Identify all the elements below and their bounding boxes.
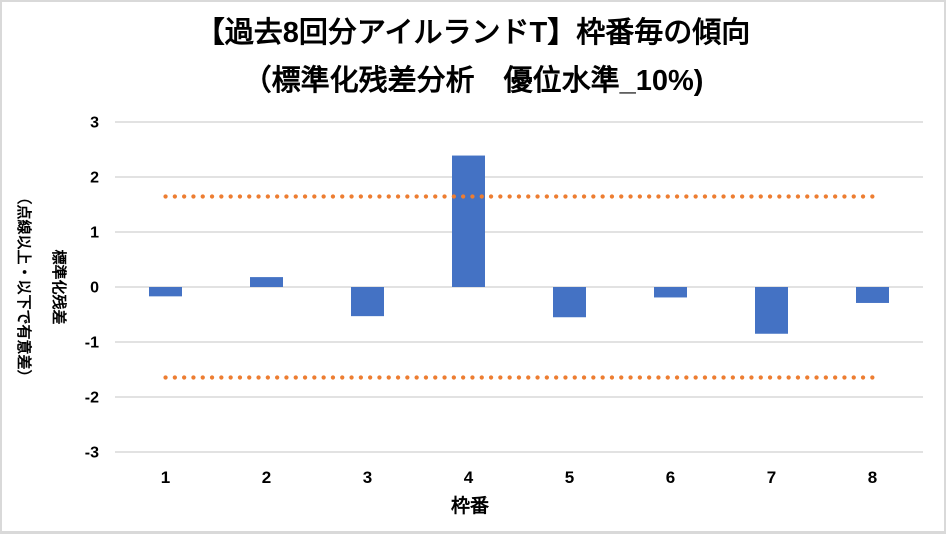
x-tick-label: 7 [767, 468, 776, 487]
x-axis-title: 枠番 [450, 496, 489, 517]
y-tick-label: -2 [85, 390, 99, 407]
bar-2 [250, 277, 283, 287]
x-tick-label: 4 [464, 468, 474, 487]
bar-7 [755, 287, 788, 334]
x-tick-label: 2 [262, 468, 271, 487]
x-tick-label: 3 [363, 468, 372, 487]
x-tick-label: 8 [868, 468, 877, 487]
x-tick-label: 5 [565, 468, 574, 487]
chart-title-line1: 【過去8回分アイルランドT】枠番毎の傾向 [195, 17, 751, 49]
bar-6 [654, 287, 687, 298]
y-tick-label: -1 [85, 335, 99, 352]
bar-3 [351, 287, 384, 317]
x-tick-label: 6 [666, 468, 675, 487]
bar-5 [553, 287, 586, 318]
bar-4 [452, 155, 485, 287]
bar-1 [149, 287, 182, 297]
y-tick-label: -3 [85, 445, 99, 462]
bar-8 [856, 287, 889, 303]
y-tick-label: 0 [90, 280, 99, 297]
y-tick-label: 2 [90, 170, 99, 187]
x-tick-label: 1 [161, 468, 170, 487]
y-tick-label: 1 [90, 225, 99, 242]
y-tick-label: 3 [90, 115, 99, 132]
chart-title: 【過去8回分アイルランドT】枠番毎の傾向 （標準化残差分析 優位水準_10%) [2, 9, 944, 105]
chart-title-line2: （標準化残差分析 優位水準_10%) [242, 65, 704, 97]
